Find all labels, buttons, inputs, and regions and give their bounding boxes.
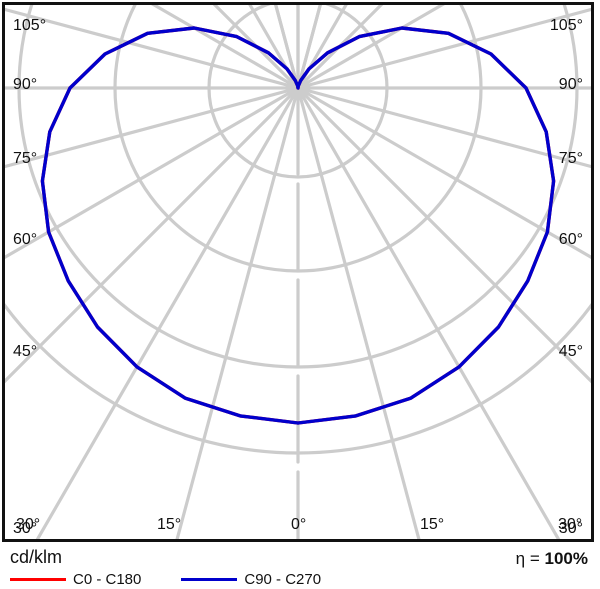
eta-value: 100% — [544, 549, 588, 568]
chart-footer: cd/klm η = 100% C0 - C180 C90 - C270 — [0, 542, 600, 589]
legend-swatch-c0-c180 — [10, 578, 66, 581]
polar-grid-ring — [5, 302, 591, 455]
legend-item-c90-c270[interactable]: C90 - C270 — [181, 571, 321, 588]
efficiency-label: η = 100% — [516, 549, 588, 569]
axis-tick-label: 45° — [558, 343, 583, 360]
legend-label-c90-c270: C90 - C270 — [244, 571, 322, 588]
axis-tick-label: 30° — [16, 516, 41, 533]
intensity-curve — [40, 26, 556, 425]
axis-tick-label: 45° — [13, 343, 38, 360]
polar-grid-ring — [113, 5, 483, 273]
axis-tick-label: 75° — [13, 150, 38, 167]
axis-tick-label: 15° — [420, 516, 445, 533]
axis-tick-label: 60° — [558, 231, 583, 248]
polar-grid-ring — [207, 5, 389, 179]
plot-frame: 105° 90° 75° 60° 45° 30° 105° 90° 75° 60° 45° 30° … — [2, 2, 594, 542]
legend-label-c0-c180: C0 - C180 — [73, 571, 142, 588]
axis-tick-label: 15° — [157, 516, 182, 533]
axis-tick-label: 90° — [13, 76, 38, 93]
polar-grid-ring — [17, 5, 579, 369]
axis-tick-label: 105° — [549, 17, 583, 34]
polar-grid — [5, 5, 591, 539]
legend-swatch-c90-c270 — [181, 578, 238, 581]
legend-item-c0-c180[interactable]: C0 - C180 — [10, 571, 141, 588]
axis-tick-label: 90° — [558, 76, 583, 93]
axis-tick-label: 0° — [291, 516, 307, 533]
polar-grid-and-curves — [5, 5, 591, 539]
axis-tick-label: 30° — [558, 516, 583, 533]
intensity-curves — [40, 26, 556, 425]
axis-tick-label: 30° — [558, 520, 583, 537]
axis-tick-label: 75° — [558, 150, 583, 167]
eta-symbol: η = — [515, 549, 545, 568]
axis-tick-label: 30° — [13, 520, 38, 537]
legend: C0 - C180 C90 - C270 — [10, 571, 321, 588]
axis-tick-label: 60° — [13, 231, 38, 248]
axis-tick-label: 105° — [13, 17, 47, 34]
unit-label: cd/klm — [10, 547, 63, 567]
